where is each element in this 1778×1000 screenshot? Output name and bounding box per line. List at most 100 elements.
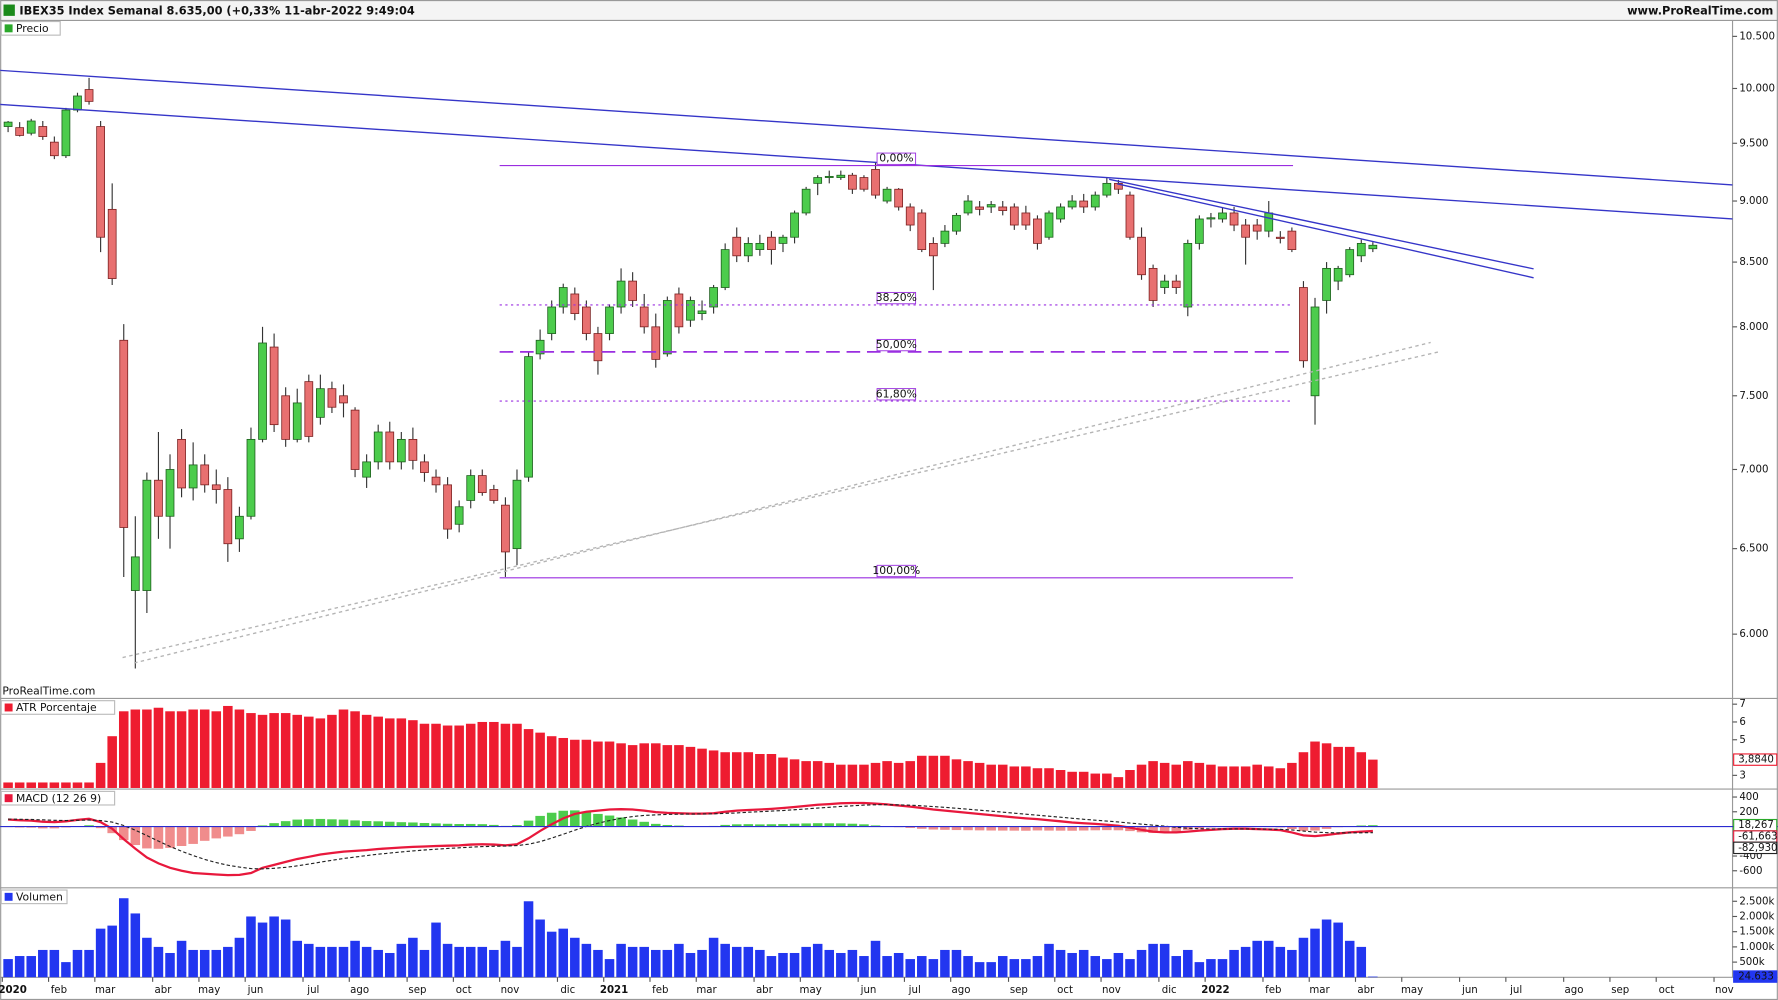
bar [1229,766,1239,788]
panel-title-box [0,889,68,905]
bar [38,949,48,978]
bar [512,723,522,788]
source-label: ProRealTime.com [2,685,95,698]
candle-body [84,89,94,102]
bar [523,729,534,788]
bar [431,723,441,788]
histogram-bar [442,823,453,827]
bar [1252,940,1262,978]
y-tick-label: 2.000k [1739,911,1774,922]
bar [1044,943,1054,978]
bar [408,937,418,978]
histogram-bar [986,826,996,831]
histogram-bar [523,820,534,827]
candle-body [963,200,973,214]
fibonacci-label-box [876,338,917,352]
bar [211,711,222,788]
bar [512,946,522,978]
bar [315,946,326,978]
bar [1321,743,1332,788]
bar [651,949,661,978]
candle-body [1090,194,1100,208]
candle-body [755,242,765,250]
bar [940,755,950,788]
candle-body [396,438,406,463]
bar [419,949,430,978]
bar [1159,762,1170,788]
bar [188,949,198,978]
y-tick-label: 1.000k [1739,942,1774,953]
histogram-bar [223,826,233,837]
candle-body [1368,244,1378,250]
bar [893,762,904,788]
candle-body [801,188,811,214]
candle-body [15,127,25,136]
candle-body [1137,236,1146,276]
bar [84,949,94,978]
header-bar [0,0,1778,21]
x-tick-label: oct [1057,985,1073,996]
value-badge-label: 3,8840 [1738,755,1774,766]
panel-title-icon [4,24,13,33]
bar [384,718,395,788]
bar [604,741,615,788]
bar [107,736,117,788]
bar [674,943,684,978]
histogram-bar [1183,826,1193,830]
fibonacci-label: 38,20% [876,291,917,304]
candle-body [628,280,638,301]
histogram-bar [292,819,302,827]
y-tick-label: 400 [1739,792,1758,803]
bar [870,940,881,978]
histogram-bar [280,821,291,827]
histogram-bar [1171,826,1181,832]
candle-body [130,556,140,591]
histogram-bar [1298,826,1309,831]
bar [246,916,256,978]
bar [72,782,83,788]
candle-body [524,356,533,478]
histogram-bar [142,826,152,849]
fibonacci-label: 61,80% [876,387,917,400]
bar [963,956,973,978]
candle-body [1009,206,1019,226]
bar [1159,943,1170,978]
histogram-bar [570,810,580,827]
bar [1148,761,1158,788]
candle-body [454,506,464,525]
histogram-bar [269,823,279,827]
panel-title-box [0,20,61,36]
candle-body [177,438,186,489]
x-tick-label: feb [652,985,668,996]
bar [755,753,765,788]
value-badge [1733,753,1778,766]
candle-body [1310,306,1320,397]
bar [234,709,245,788]
candle-body [1218,212,1227,220]
bar [974,762,985,788]
bar [1263,766,1274,788]
candle-body [709,287,718,308]
bar [269,916,279,978]
candle-body [73,95,82,111]
bar [246,713,256,788]
candle-body [952,214,961,232]
y-tick-label: 7.500 [1739,391,1768,402]
bar [1287,762,1297,788]
candle-body [558,287,568,308]
bar [963,761,973,788]
candle-body [1229,212,1239,226]
bar [685,952,696,978]
candle-body [1252,224,1262,232]
panel [3,898,1378,978]
candle-body [547,306,557,334]
candle-body [489,489,499,501]
y-tick-label: 200 [1739,807,1758,818]
histogram-bar [49,826,60,829]
histogram-bar [801,823,811,827]
bar [431,922,441,978]
fibonacci-label-box [876,388,917,401]
bar [153,707,164,788]
value-badge-label: 24.633 [1738,972,1774,983]
